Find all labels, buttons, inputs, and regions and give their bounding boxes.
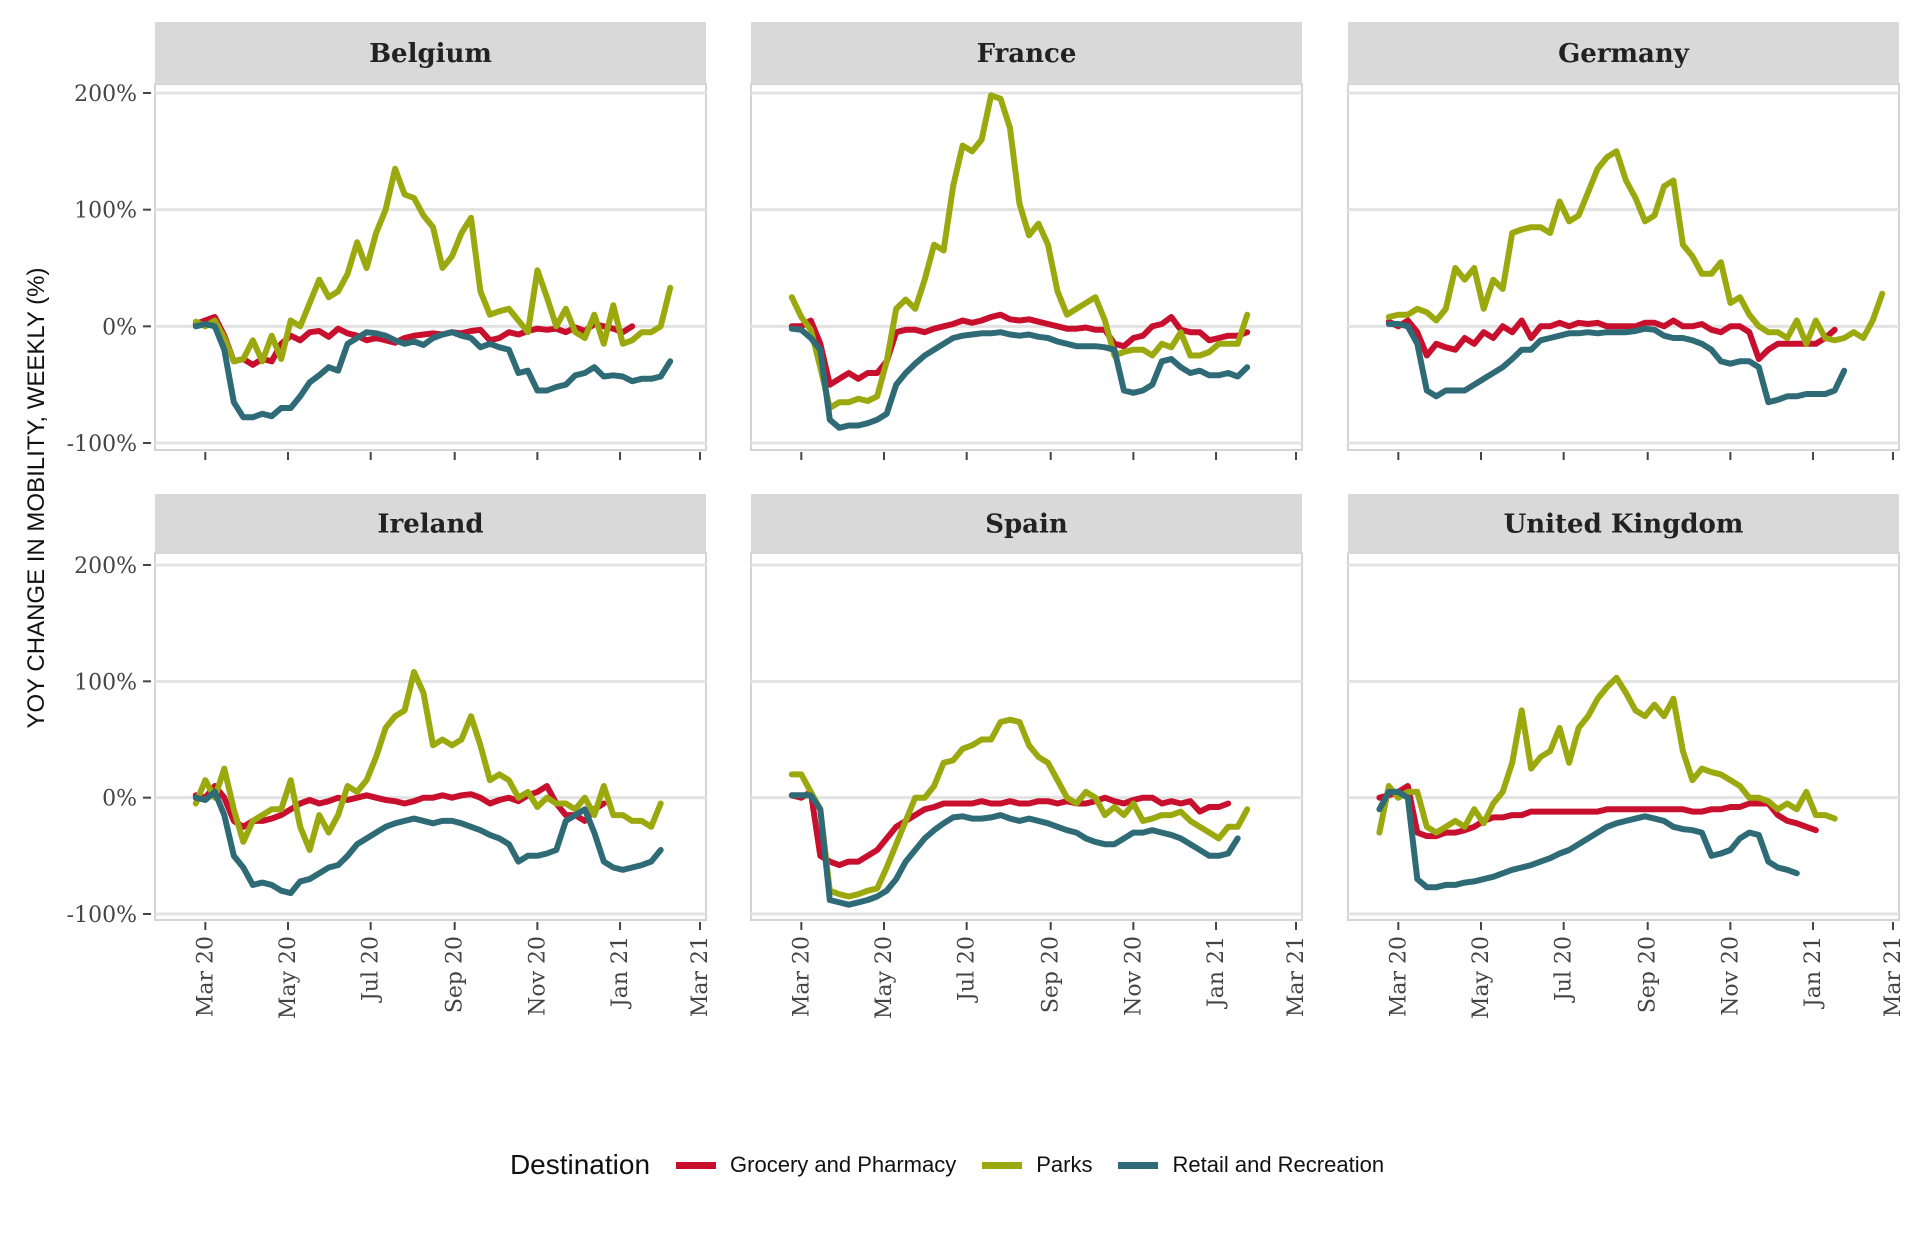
y-tick-label-ireland-2: 100% <box>74 670 137 695</box>
legend-swatch-retail <box>1118 1161 1159 1169</box>
series-line-germany-grocery-and-pharmacy <box>1385 317 1838 362</box>
x-tick-label-united-kingdom-5: Jan 21 <box>1801 936 1826 1009</box>
x-tick-label-united-kingdom-6: Mar 21 <box>1881 936 1906 1017</box>
series-line-belgium-parks <box>192 165 674 365</box>
legend-title: Destination <box>509 1149 651 1180</box>
plot-area-belgium <box>154 83 707 451</box>
series-line-germany-parks <box>1385 148 1886 347</box>
series-line-united-kingdom-retail-and-recreation <box>1376 788 1800 891</box>
x-tick-label-spain-6: Mar 21 <box>1284 936 1309 1017</box>
panel-germany: Germany <box>1347 22 1900 460</box>
x-tick-label-ireland-6: Mar 21 <box>688 936 713 1017</box>
y-axis-label: YOY CHANGE IN MOBILITY, WEEKLY (%) <box>23 267 50 728</box>
x-tick-label-ireland-0: Mar 20 <box>193 936 218 1017</box>
strip-label-ireland: Ireland <box>377 510 483 540</box>
legend-label-parks: Parks <box>1036 1152 1093 1177</box>
y-tick-label-belgium-2: 100% <box>74 199 137 224</box>
x-tick-label-ireland-5: Jan 21 <box>608 936 633 1009</box>
y-tick-label-ireland-3: 200% <box>74 554 137 579</box>
series-line-france-retail-and-recreation <box>788 325 1251 431</box>
x-tick-label-spain-5: Jan 21 <box>1204 936 1229 1009</box>
series-line-united-kingdom-grocery-and-pharmacy <box>1376 783 1819 840</box>
panel-united-kingdom: United Kingdom Mar 20 May 20 Jul 20 Sep 20 No… <box>1347 494 1906 1019</box>
x-tick-label-spain-0: Mar 20 <box>789 936 814 1017</box>
x-tick-label-united-kingdom-2: Jul 20 <box>1552 936 1577 1003</box>
plot-area-france <box>750 83 1303 451</box>
strip-label-united-kingdom: United Kingdom <box>1504 510 1744 540</box>
strip-label-spain: Spain <box>985 510 1068 540</box>
series-line-belgium-retail-and-recreation <box>192 321 674 421</box>
strip-france <box>751 22 1302 84</box>
panel-belgium: Belgium -100% 0% 100% 200% <box>67 22 707 460</box>
series-line-france-grocery-and-pharmacy <box>788 311 1251 388</box>
legend-label-grocery: Grocery and Pharmacy <box>730 1152 957 1177</box>
legend-swatch-parks <box>982 1161 1023 1169</box>
series-line-united-kingdom-parks <box>1376 674 1838 836</box>
series-line-france-parks <box>788 92 1251 411</box>
series-line-belgium-grocery-and-pharmacy <box>192 314 636 368</box>
strip-ireland <box>155 494 706 553</box>
x-tick-label-ireland-3: Sep 20 <box>443 936 468 1013</box>
strip-label-belgium: Belgium <box>369 39 492 69</box>
x-tick-label-spain-2: Jul 20 <box>955 936 980 1003</box>
series-line-germany-retail-and-recreation <box>1385 321 1848 406</box>
strip-belgium <box>155 22 706 84</box>
strip-label-germany: Germany <box>1558 39 1690 69</box>
x-tick-label-ireland-2: Jul 20 <box>359 936 384 1003</box>
x-tick-label-united-kingdom-3: Sep 20 <box>1636 936 1661 1013</box>
plot-area-united-kingdom <box>1347 552 1900 921</box>
plot-area-germany <box>1347 83 1900 451</box>
x-tick-label-united-kingdom-1: May 20 <box>1469 936 1494 1019</box>
legend-item-retail: Retail and Recreation <box>1118 1152 1384 1178</box>
legend-label-retail: Retail and Recreation <box>1172 1152 1385 1177</box>
y-tick-label-belgium-3: 200% <box>74 82 137 107</box>
x-tick-label-united-kingdom-0: Mar 20 <box>1386 936 1411 1017</box>
x-tick-label-spain-1: May 20 <box>872 936 897 1019</box>
x-tick-label-ireland-4: Nov 20 <box>525 936 550 1016</box>
series-line-spain-grocery-and-pharmacy <box>788 788 1232 869</box>
strip-spain <box>751 494 1302 553</box>
strip-germany <box>1348 22 1899 84</box>
panel-spain: Spain Mar 20 May 20 Jul 20 Sep 20 Nov 20 Jan 2… <box>750 494 1309 1019</box>
panel-ireland: Ireland -100% 0% 100% 200% Mar 20 May 20 Jul 20… <box>67 494 713 1019</box>
strip-label-france: France <box>977 39 1077 69</box>
x-tick-label-united-kingdom-4: Nov 20 <box>1718 936 1743 1016</box>
legend-item-parks: Parks <box>982 1152 1092 1178</box>
series-line-spain-retail-and-recreation <box>788 792 1241 908</box>
series-line-ireland-grocery-and-pharmacy <box>192 783 607 830</box>
y-tick-label-ireland-0: -100% <box>67 903 137 928</box>
y-tick-label-ireland-1: 0% <box>102 787 137 812</box>
y-tick-label-belgium-0: -100% <box>67 432 137 457</box>
panel-france: France <box>750 22 1303 460</box>
legend: Destination Grocery and Pharmacy Parks R… <box>0 1143 1920 1187</box>
x-tick-label-spain-4: Nov 20 <box>1121 936 1146 1016</box>
legend-item-grocery: Grocery and Pharmacy <box>676 1152 956 1178</box>
series-line-ireland-retail-and-recreation <box>192 788 664 897</box>
series-line-spain-parks <box>788 716 1251 900</box>
legend-swatch-grocery <box>676 1161 717 1169</box>
series-line-ireland-parks <box>192 669 664 853</box>
y-tick-label-belgium-1: 0% <box>102 315 137 340</box>
strip-united-kingdom <box>1348 494 1899 553</box>
x-tick-label-ireland-1: May 20 <box>276 936 301 1019</box>
x-tick-label-spain-3: Sep 20 <box>1039 936 1064 1013</box>
